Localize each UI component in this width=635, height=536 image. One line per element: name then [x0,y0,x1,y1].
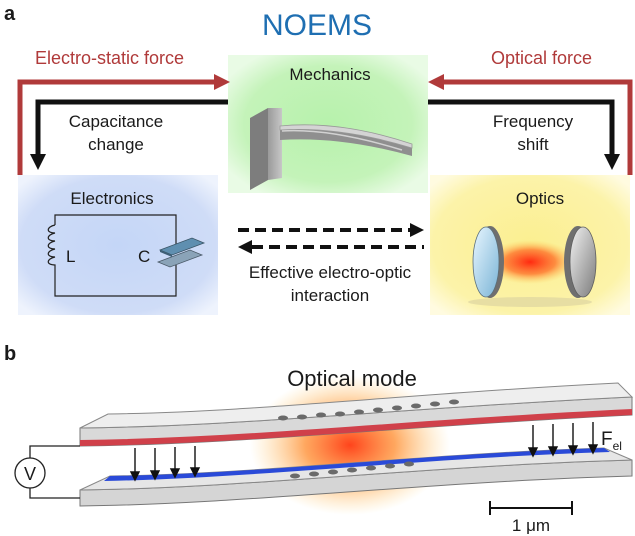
interaction-label-line2: interaction [291,286,369,305]
frequency-shift-arrow [428,99,620,170]
electro-optic-interaction-arrows [238,223,424,254]
top-beam-photonic-holes [278,399,459,421]
capacitance-label-line2: change [88,135,144,154]
bottom-beam-photonic-holes [290,461,414,479]
left-force-arrows [129,446,201,482]
frequency-label-line1: Frequency [493,112,574,131]
force-label: Fel [601,429,622,453]
capacitance-label-line1: Capacitance [69,112,164,131]
right-mirror-icon [564,226,597,298]
optical-mode-label: Optical mode [287,366,417,391]
lc-circuit-icon [47,214,177,297]
electronics-label: Electronics [70,189,153,208]
voltage-label: V [24,464,36,484]
optics-label: Optics [516,189,564,208]
cavity-light-beam [484,240,576,284]
scale-bar [489,501,573,515]
optical-force-label: Optical force [491,48,592,68]
cantilever-icon [250,108,413,190]
capacitance-change-arrow [30,99,228,170]
inductor-label: L [66,247,75,266]
force-label-subscript: el [613,439,622,453]
panel-b-letter: b [4,343,16,365]
scale-bar-label: 1 μm [512,516,550,535]
diagram-title: NOEMS [262,9,372,42]
electrostatic-force-label: Electro-static force [35,48,184,68]
mechanics-label: Mechanics [289,65,370,84]
electrostatic-force-arrow [17,74,230,175]
capacitor-label: C [138,247,150,266]
top-nanobeam [79,382,634,447]
force-label-main: F [601,429,613,450]
optical-force-arrow [428,74,633,175]
panel-a-letter: a [4,3,16,25]
voltage-source-icon [14,445,80,499]
cavity-shadow [468,297,592,307]
right-force-arrows [527,422,599,458]
interaction-label-line1: Effective electro-optic [249,263,412,282]
left-mirror-icon [472,226,504,298]
capacitor-icon [156,237,206,268]
frequency-label-line2: shift [517,135,548,154]
